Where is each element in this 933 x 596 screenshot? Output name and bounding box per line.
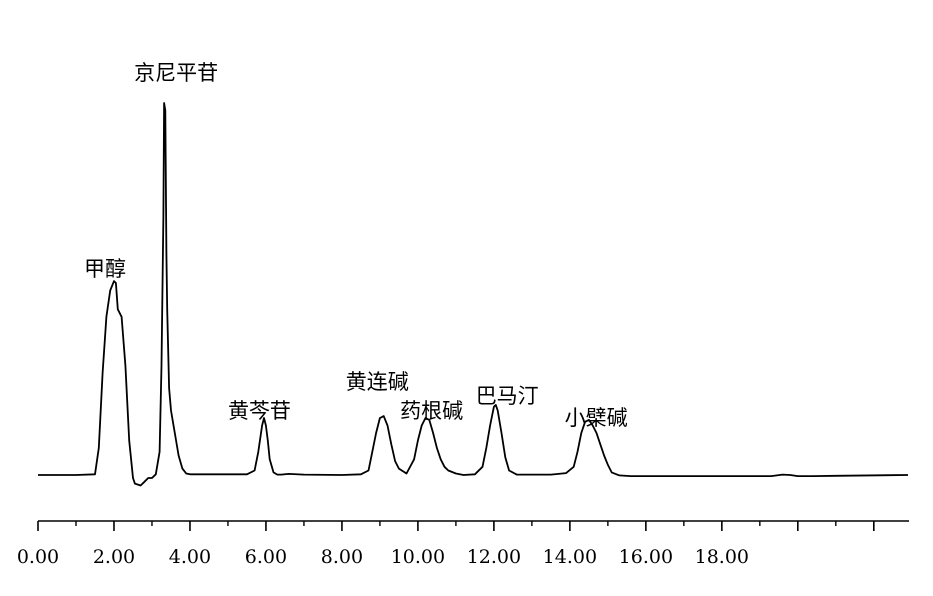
- x-tick-label: 4.00: [169, 546, 211, 568]
- peak-label: 小檗碱: [565, 406, 628, 430]
- x-axis: 0.00 2.00 4.00 6.00 8.00 10.00 12.00 14.00 16.00…: [17, 520, 909, 568]
- x-tick-label: 16.00: [619, 546, 673, 568]
- x-tick-label: 6.00: [245, 546, 287, 568]
- x-tick-label: 18.00: [695, 546, 749, 568]
- x-tick-label: 10.00: [391, 546, 445, 568]
- series-layer: [38, 102, 909, 487]
- chromatogram-trace: [38, 102, 909, 487]
- x-tick-label: 2.00: [93, 546, 135, 568]
- x-tick-label: 0.00: [17, 546, 59, 568]
- peak-label: 黄芩苷: [228, 399, 291, 423]
- peak-label: 甲醇: [84, 257, 126, 281]
- x-tick-label: 8.00: [321, 546, 363, 568]
- peak-label: 药根碱: [400, 399, 463, 423]
- peak-label: 巴马汀: [476, 384, 539, 408]
- peak-label: 黄连碱: [346, 370, 409, 394]
- x-tick-label: 12.00: [467, 546, 521, 568]
- peak-label: 京尼平苷: [134, 61, 218, 85]
- x-tick-label: 14.00: [543, 546, 597, 568]
